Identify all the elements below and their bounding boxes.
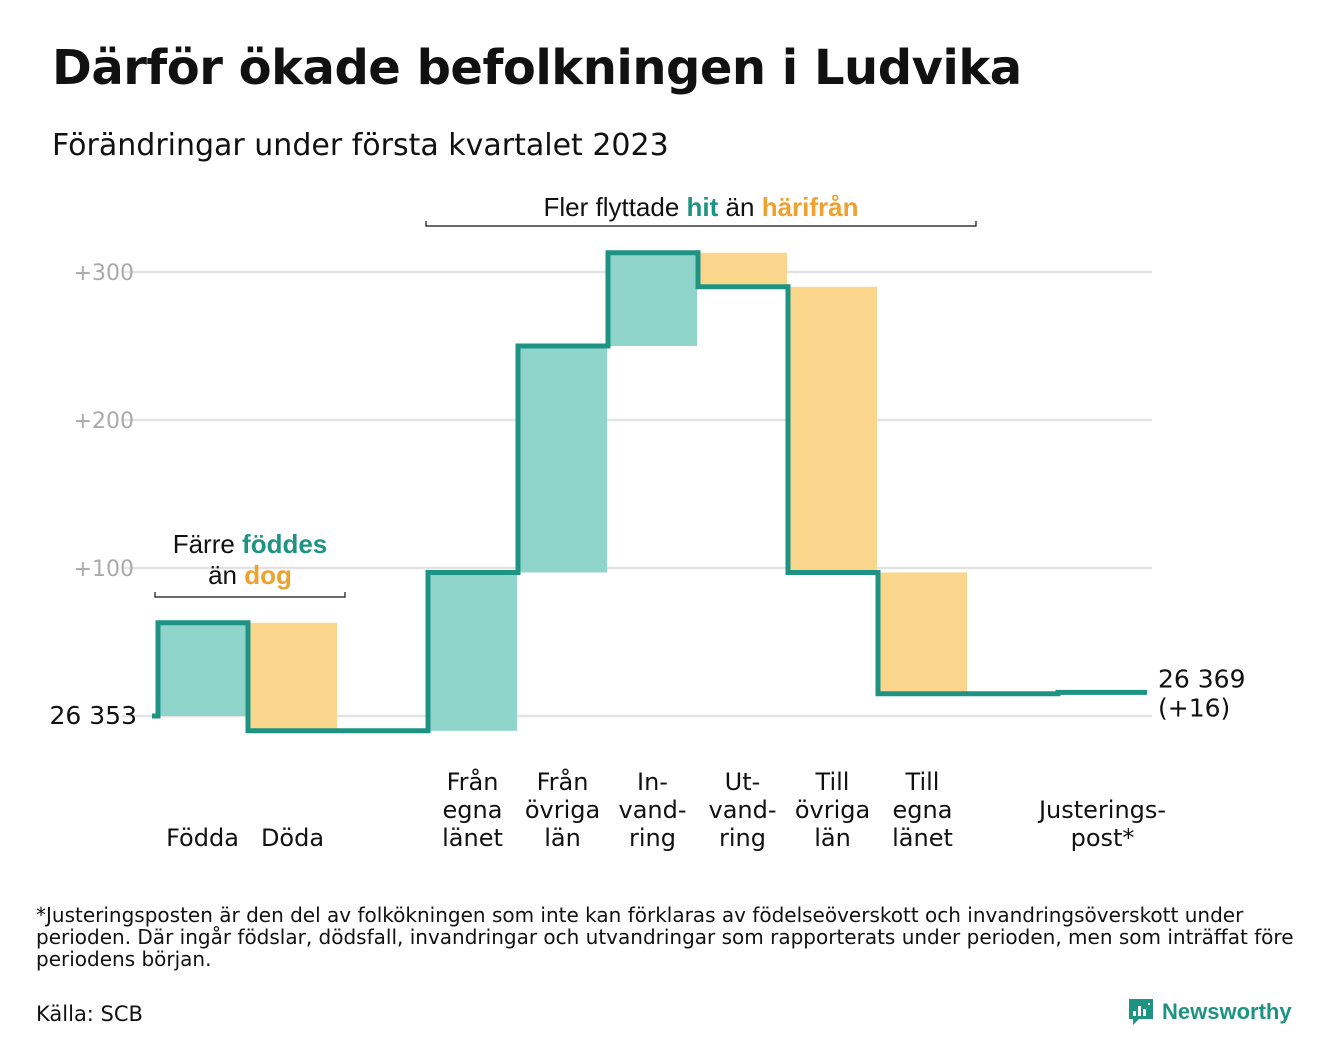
category-label-line: län xyxy=(544,824,581,852)
newsworthy-logo[interactable]: Newsworthy xyxy=(1128,998,1292,1026)
category-label-line: vand- xyxy=(708,796,776,824)
category-label-line: länet xyxy=(892,824,953,852)
annotation-bracket xyxy=(425,221,977,227)
category-label: Döda xyxy=(261,824,324,852)
annotation-part: föddes xyxy=(242,529,327,559)
annotation-line-1: Färre föddes xyxy=(173,529,328,559)
annotation-part: Fler flyttade xyxy=(543,192,686,222)
category-label: Från egna länet xyxy=(442,767,503,852)
bar-Från egna länet xyxy=(428,572,517,731)
category-label: Från övriga län xyxy=(525,767,600,852)
category-label-line: Till xyxy=(815,768,850,796)
category-label: Till övriga län xyxy=(795,768,870,852)
category-label-line: övriga xyxy=(525,796,600,824)
category-label: Till egna länet xyxy=(892,768,953,852)
annotation-part: härifrån xyxy=(762,192,859,222)
annotation-bracket xyxy=(154,592,346,598)
category-label-line: Ut- xyxy=(725,768,761,796)
category-label: Födda xyxy=(166,824,239,852)
running-total-line xyxy=(152,250,1147,734)
annotation-line-2: än dog xyxy=(208,560,292,590)
category-label-line: Från xyxy=(537,767,589,796)
category-label-line: vand- xyxy=(618,796,686,824)
bar-Ut- vand- ring xyxy=(698,252,787,287)
annotation-line-1: Fler flyttade hit än härifrån xyxy=(543,192,858,222)
category-label-line: Döda xyxy=(261,824,324,852)
annotation-part: Färre xyxy=(173,529,242,559)
category-label-line: län xyxy=(814,824,851,852)
footnote: *Justeringsposten är den del av folkökni… xyxy=(36,903,1294,971)
chart-subtitle: Förändringar under första kvartalet 2023 xyxy=(52,128,669,163)
annotation-part: än xyxy=(718,192,761,222)
category-label-line: In- xyxy=(637,768,668,796)
category-label-line: länet xyxy=(442,824,503,852)
category-label-line: Födda xyxy=(166,824,239,852)
bars xyxy=(158,252,967,731)
end-value-label: 26 369 (+16) xyxy=(1158,664,1245,722)
category-label-line: Justerings- xyxy=(1037,796,1166,824)
category-label: Ut-vand-ring xyxy=(708,768,776,852)
category-label-line: Från xyxy=(447,767,499,796)
bar-Döda xyxy=(248,622,337,731)
chart-title: Därför ökade befolkningen i Ludvika xyxy=(52,40,1022,96)
end-value-label-line: 26 369 xyxy=(1158,664,1245,693)
category-label: Justerings-post* xyxy=(1037,796,1166,852)
category-label-line: Till xyxy=(905,768,940,796)
y-tick-label: +200 xyxy=(74,409,134,434)
bar-Till övriga län xyxy=(788,286,877,573)
end-value-label-line: (+16) xyxy=(1158,693,1230,722)
category-label-line: egna xyxy=(443,796,503,824)
category-label-line: övriga xyxy=(795,796,870,824)
annotation-part: hit xyxy=(687,192,719,222)
category-label-line: egna xyxy=(893,796,953,824)
category-label-line: ring xyxy=(629,824,676,852)
bar-In- vand- ring xyxy=(608,252,697,346)
start-value-label: 26 353 xyxy=(50,701,137,730)
category-label-line: post* xyxy=(1071,824,1135,852)
annotation-part: än xyxy=(208,560,244,590)
annotation-part: dog xyxy=(244,560,292,590)
y-tick-label: +100 xyxy=(74,557,134,582)
category-label-line: ring xyxy=(719,824,766,852)
category-label: In-vand-ring xyxy=(618,768,686,852)
newsworthy-logo-icon xyxy=(1129,999,1153,1025)
logo-text: Newsworthy xyxy=(1162,999,1292,1024)
y-tick-label: +300 xyxy=(74,261,134,286)
bar-Födda xyxy=(158,622,247,716)
running-total-line-path xyxy=(152,250,1147,734)
bar-Till egna länet xyxy=(878,572,967,694)
source-label: Källa: SCB xyxy=(36,1002,143,1026)
bar-Från övriga län xyxy=(518,346,607,573)
